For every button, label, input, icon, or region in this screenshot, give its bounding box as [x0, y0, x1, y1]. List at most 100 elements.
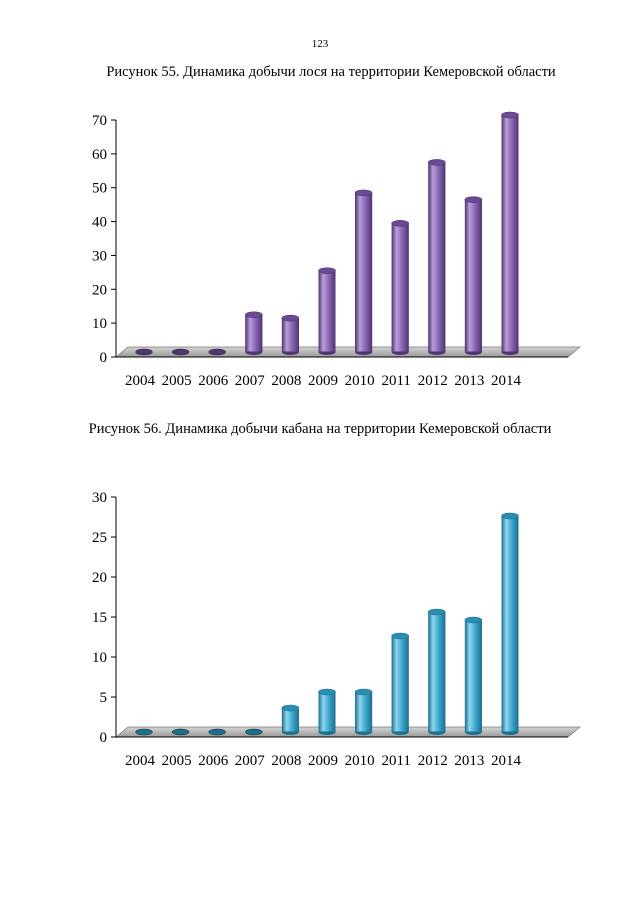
- y-tick-label: 30: [92, 490, 107, 506]
- x-tick-label: 2012: [418, 753, 448, 769]
- bar-top: [464, 616, 483, 624]
- x-tick-label: 2009: [308, 753, 338, 769]
- y-tick-label: 15: [92, 610, 107, 626]
- x-tick-label: 2004: [125, 373, 156, 389]
- x-tick-label: 2014: [491, 373, 522, 389]
- bar: [391, 632, 410, 735]
- bar-top: [391, 632, 410, 640]
- bar: [427, 608, 446, 735]
- bar-zero-disc: [171, 728, 190, 736]
- bar-zero-disc: [245, 728, 263, 736]
- page-number: 123: [311, 38, 329, 50]
- bar-top: [501, 512, 519, 520]
- bar: [208, 728, 226, 736]
- bar-body-front: [318, 270, 336, 352]
- bar: [135, 348, 153, 356]
- bar: [281, 704, 300, 735]
- x-tick-label: 2008: [271, 753, 301, 769]
- x-tick-label: 2012: [418, 373, 448, 389]
- y-tick-label: 0: [100, 730, 108, 746]
- bar: [171, 728, 190, 736]
- bar-body-front: [428, 612, 446, 732]
- bar-zero-disc: [135, 348, 153, 356]
- x-tick-label: 2008: [271, 373, 301, 389]
- y-tick-label: 20: [92, 570, 107, 586]
- bar-body-front: [281, 708, 299, 732]
- bar-body-front: [391, 636, 409, 732]
- y-tick-label: 10: [92, 650, 107, 666]
- bar-body-front: [245, 314, 263, 352]
- bar: [391, 220, 410, 355]
- x-tick-label: 2006: [198, 373, 229, 389]
- bar-zero-disc: [135, 728, 153, 736]
- bar-top: [245, 311, 263, 319]
- bar-body-front: [428, 162, 446, 352]
- x-tick-label: 2004: [125, 753, 156, 769]
- bar-body-front: [355, 692, 373, 732]
- y-tick-label: 60: [92, 147, 107, 163]
- bar: [318, 267, 336, 355]
- y-tick-label: 40: [92, 215, 107, 231]
- bar: [501, 111, 519, 355]
- bar-top: [501, 111, 519, 119]
- bar: [245, 728, 263, 736]
- bar: [354, 688, 373, 735]
- y-tick-label: 50: [92, 181, 107, 197]
- x-tick-label: 2009: [308, 373, 338, 389]
- bar-top: [281, 704, 300, 712]
- bar-zero-disc: [171, 348, 190, 356]
- bar: [281, 314, 300, 355]
- x-tick-label: 2010: [345, 373, 375, 389]
- x-tick-label: 2005: [162, 373, 192, 389]
- bar-body-front: [464, 620, 482, 732]
- bar-top: [427, 608, 446, 616]
- y-tick-label: 25: [92, 530, 107, 546]
- x-tick-label: 2006: [198, 753, 229, 769]
- x-tick-label: 2007: [235, 753, 266, 769]
- y-tick-label: 70: [92, 113, 107, 129]
- bar-top: [391, 220, 410, 227]
- bar: [135, 728, 153, 736]
- bar: [354, 189, 373, 355]
- bar: [208, 348, 226, 356]
- bar-body-front: [355, 192, 373, 352]
- y-tick-label: 5: [100, 690, 108, 706]
- x-tick-label: 2010: [345, 753, 375, 769]
- bar-body-front: [281, 318, 299, 352]
- bar-top: [427, 159, 446, 166]
- bar-zero-disc: [208, 348, 226, 356]
- x-tick-label: 2005: [162, 753, 192, 769]
- y-tick-label: 10: [92, 316, 107, 332]
- x-tick-label: 2014: [491, 753, 522, 769]
- bar-body-front: [464, 199, 482, 352]
- figure-55-caption: Рисунок 55. Динамика добычи лося на терр…: [106, 64, 556, 80]
- bar-top: [318, 688, 336, 696]
- x-tick-label: 2013: [454, 753, 484, 769]
- bar-body-front: [501, 516, 519, 732]
- bar-top: [354, 189, 373, 197]
- bar: [171, 348, 190, 356]
- x-tick-label: 2013: [454, 373, 484, 389]
- y-tick-label: 20: [92, 282, 107, 298]
- bar-top: [281, 314, 300, 322]
- bar: [501, 512, 519, 735]
- bar: [427, 159, 446, 355]
- bar-body-front: [391, 223, 409, 352]
- bar-body-front: [501, 115, 519, 352]
- bar: [245, 311, 263, 355]
- boar-harvest-chart: 0 5 10 15 20 25 30 2004 2005 2006 2007 2008 2009 2010…: [92, 490, 581, 769]
- bar-top: [354, 688, 373, 696]
- bar-body-front: [318, 692, 336, 732]
- bar-top: [318, 267, 336, 275]
- x-tick-label: 2011: [381, 753, 410, 769]
- bar: [464, 616, 483, 735]
- bar: [464, 196, 483, 355]
- figure-56-caption: Рисунок 56. Динамика добычи кабана на те…: [88, 421, 552, 437]
- x-tick-label: 2007: [235, 373, 266, 389]
- moose-harvest-chart: 0 10 20 30 40 50 60 70 2004 2005 2006 2007 2008 2009 2…: [92, 111, 581, 389]
- y-tick-label: 30: [92, 248, 107, 264]
- x-tick-label: 2011: [381, 373, 410, 389]
- bar: [318, 688, 336, 735]
- bar-top: [464, 196, 483, 203]
- y-tick-label: 0: [100, 350, 108, 366]
